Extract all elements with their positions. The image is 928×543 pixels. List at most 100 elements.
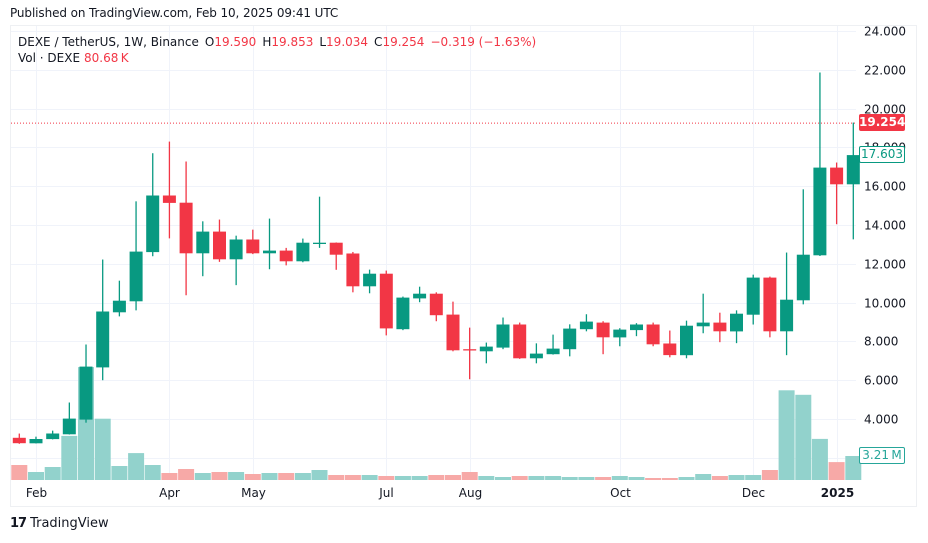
candle-body <box>813 167 827 256</box>
volume-bar <box>144 465 161 480</box>
candle-up[interactable] <box>613 328 627 347</box>
price-axis-label: 10.000 <box>864 297 906 311</box>
candle-body <box>429 293 443 316</box>
candle-up[interactable] <box>846 122 860 240</box>
candle-body <box>630 324 643 331</box>
candle-down[interactable] <box>513 322 527 359</box>
change-value: −0.319 (−1.63%) <box>430 35 537 49</box>
tradingview-logo-icon[interactable]: 17 <box>10 516 27 531</box>
candle-down[interactable] <box>596 321 610 355</box>
candle-up[interactable] <box>813 72 827 257</box>
candle-up[interactable] <box>112 280 126 317</box>
candle-up[interactable] <box>96 259 110 381</box>
candle-down[interactable] <box>379 270 393 336</box>
candle-body <box>346 253 360 287</box>
candle-up[interactable] <box>46 430 60 440</box>
candle-down[interactable] <box>346 251 360 293</box>
candle-body <box>62 418 76 435</box>
candle-up[interactable] <box>263 218 276 270</box>
candle-up[interactable] <box>79 344 93 423</box>
symbol-title[interactable]: DEXE / TetherUS, 1W, Binance <box>18 35 199 49</box>
time-axis-label: Feb <box>26 486 47 500</box>
price-axis-label: 8.000 <box>864 335 898 349</box>
candle-up[interactable] <box>796 189 810 305</box>
volume-bar <box>244 474 261 480</box>
candle-up[interactable] <box>529 343 543 364</box>
candle-up[interactable] <box>129 201 143 311</box>
candle-body <box>846 155 860 185</box>
candle-down[interactable] <box>213 219 226 262</box>
candle-up[interactable] <box>479 342 493 364</box>
candle-body <box>446 314 460 351</box>
candle-up[interactable] <box>546 334 560 355</box>
candle-body <box>246 239 260 254</box>
candle-up[interactable] <box>29 436 43 444</box>
candle-up[interactable] <box>680 320 693 359</box>
volume-bar <box>294 473 311 480</box>
candle-down[interactable] <box>429 292 443 322</box>
candle-up[interactable] <box>563 324 577 357</box>
candle-body <box>646 324 660 345</box>
candle-up[interactable] <box>579 314 593 332</box>
candle-body <box>29 439 43 444</box>
candle-up[interactable] <box>363 269 377 294</box>
candle-body <box>146 195 160 253</box>
candle-body <box>680 325 693 356</box>
brand-name[interactable]: TradingView <box>30 516 109 531</box>
candle-body <box>463 349 477 351</box>
price-axis-label: 24.000 <box>864 25 906 39</box>
volume-bar <box>545 476 562 480</box>
price-axis-label: 6.000 <box>864 374 898 388</box>
candle-down[interactable] <box>329 242 343 270</box>
candle-down[interactable] <box>162 141 176 239</box>
candle-down[interactable] <box>830 162 844 225</box>
candle-down[interactable] <box>179 161 193 296</box>
candle-up[interactable] <box>196 221 210 277</box>
candle-down[interactable] <box>646 322 660 347</box>
candle-up[interactable] <box>630 323 643 337</box>
volume-label[interactable]: Vol · DEXE <box>18 51 81 65</box>
candle-up[interactable] <box>413 286 427 303</box>
candle-body <box>112 300 126 313</box>
candle-up[interactable] <box>696 293 710 334</box>
candle-up[interactable] <box>746 274 760 325</box>
volume-row: Vol · DEXE 80.68 K <box>18 50 536 66</box>
candle-down[interactable] <box>763 276 777 338</box>
candle-up[interactable] <box>146 153 160 257</box>
candle-body <box>613 329 627 338</box>
volume-bar <box>211 472 228 480</box>
candle-up[interactable] <box>730 310 743 344</box>
candle-up[interactable] <box>780 252 794 356</box>
candle-down[interactable] <box>463 327 477 380</box>
candle-down[interactable] <box>446 301 460 352</box>
time-axis-label: 2025 <box>821 486 854 500</box>
volume-bar <box>478 476 495 480</box>
time-axis-label: Apr <box>159 486 180 500</box>
price-axis-label: 16.000 <box>864 180 906 194</box>
candle-body <box>713 322 727 332</box>
time-axis-label: Oct <box>610 486 631 500</box>
candle-down[interactable] <box>279 247 293 266</box>
volume-bar <box>595 477 612 480</box>
candle-down[interactable] <box>12 433 26 444</box>
candle-down[interactable] <box>713 312 727 343</box>
candle-body <box>379 273 393 329</box>
candle-up[interactable] <box>396 296 410 331</box>
candle-down[interactable] <box>246 229 260 255</box>
volume-bar <box>428 475 445 480</box>
volume-bar <box>795 394 812 480</box>
volume-bar <box>161 473 178 480</box>
candle-up[interactable] <box>296 238 310 263</box>
published-caption: Published on TradingView.com, Feb 10, 20… <box>10 6 339 20</box>
candle-up[interactable] <box>229 235 243 286</box>
candle-body <box>730 313 743 332</box>
ohlc-row: DEXE / TetherUS, 1W, Binance O 19.590 H 19… <box>18 34 536 50</box>
volume-bar <box>328 475 345 480</box>
candle-up[interactable] <box>313 196 326 248</box>
volume-bar <box>645 478 662 480</box>
candle-up[interactable] <box>496 317 510 350</box>
candle-body <box>279 250 293 262</box>
candle-up[interactable] <box>62 402 76 435</box>
candle-down[interactable] <box>663 330 677 358</box>
